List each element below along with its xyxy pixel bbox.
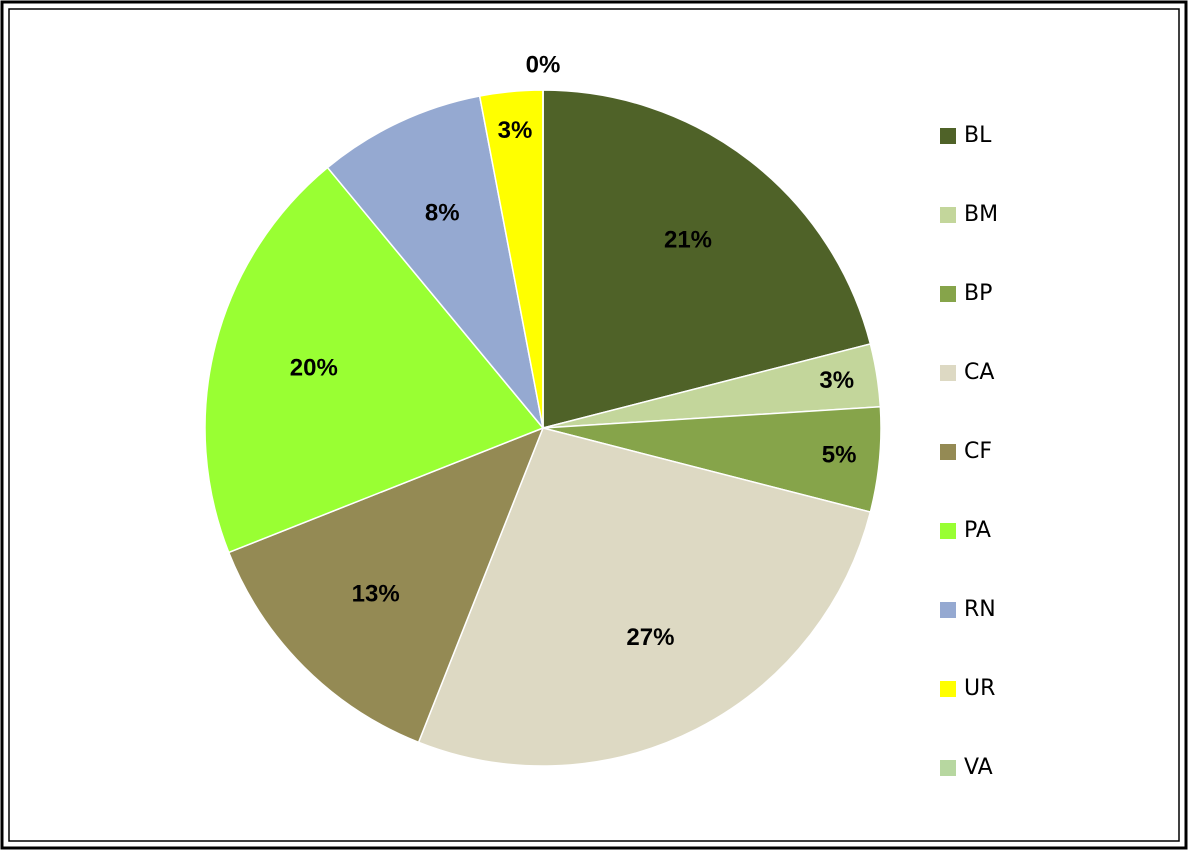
pie-slice bbox=[417, 427, 872, 767]
data-label: 27% bbox=[626, 624, 674, 651]
data-label: 13% bbox=[352, 581, 400, 608]
data-label: 3% bbox=[819, 367, 854, 394]
data-label: 5% bbox=[822, 441, 857, 468]
legend-label: BP bbox=[964, 281, 992, 306]
data-label: 8% bbox=[425, 199, 460, 226]
legend-label: RN bbox=[964, 597, 996, 622]
legend-label: VA bbox=[964, 755, 993, 780]
pie-slice bbox=[204, 166, 545, 554]
legend-swatch bbox=[940, 444, 956, 460]
legend-swatch bbox=[940, 128, 956, 144]
pie-slice bbox=[227, 426, 545, 744]
legend-swatch bbox=[940, 365, 956, 381]
legend-label: UR bbox=[964, 676, 995, 701]
legend-swatch bbox=[940, 681, 956, 697]
data-label: 20% bbox=[290, 355, 338, 382]
inner-frame bbox=[8, 8, 1180, 842]
data-label: 3% bbox=[498, 117, 533, 144]
legend-swatch bbox=[940, 523, 956, 539]
legend-label: PA bbox=[964, 518, 991, 543]
data-label: 0% bbox=[526, 52, 561, 79]
legend-label: CF bbox=[964, 439, 992, 464]
data-label: 21% bbox=[664, 226, 712, 253]
pie-slice bbox=[326, 95, 544, 429]
legend-label: BM bbox=[964, 202, 998, 227]
legend-label: BL bbox=[964, 123, 992, 148]
legend-swatch bbox=[940, 602, 956, 618]
legend-swatch bbox=[940, 207, 956, 223]
legend-swatch bbox=[940, 286, 956, 302]
pie-slice bbox=[542, 89, 872, 429]
legend-label: CA bbox=[964, 360, 994, 385]
legend-swatch bbox=[940, 760, 956, 776]
